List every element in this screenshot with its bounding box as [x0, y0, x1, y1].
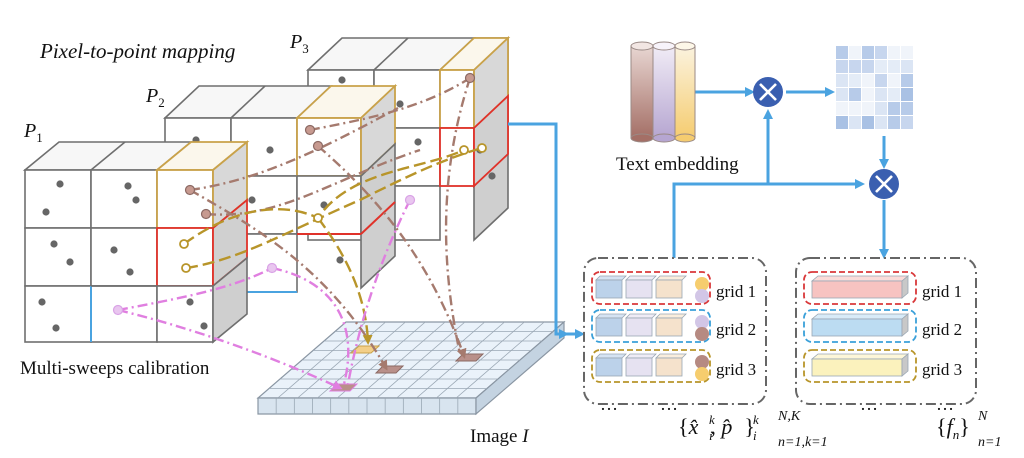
- right-ellipsis-2: …: [936, 394, 954, 414]
- svg-text:N,K: N,K: [777, 409, 801, 424]
- right-ellipsis-1: …: [860, 394, 878, 414]
- right-grid-label-3: grid 3: [922, 360, 962, 379]
- svg-text:{fn}: {fn}: [936, 414, 970, 442]
- title: Pixel-to-point mapping: [39, 39, 235, 63]
- svg-text:i: i: [709, 428, 713, 443]
- multiply-operator-1: [753, 77, 783, 107]
- voxel-label-p3: P3: [289, 31, 309, 56]
- svg-text:k: k: [753, 412, 759, 427]
- similarity-matrix: [836, 46, 913, 129]
- left-grid-label-2: grid 2: [716, 320, 756, 339]
- sampled-points: [112, 72, 487, 316]
- svg-text:n=1: n=1: [978, 435, 1001, 450]
- grid-features-blocks: [591, 271, 711, 383]
- voxel-label-p2: P2: [145, 85, 165, 110]
- multiply-operator-2: [869, 169, 899, 199]
- grid-features-group: [583, 257, 767, 405]
- text-embedding-label: Text embedding: [616, 154, 739, 175]
- right-set-formula: {fn} N n=1: [936, 409, 1001, 450]
- fused-features-group: [795, 257, 977, 405]
- right-grid-label-2: grid 2: [922, 320, 962, 339]
- left-caption: Multi-sweeps calibration: [20, 358, 210, 379]
- image-grid: [256, 320, 566, 416]
- right-grid-label-1: grid 1: [922, 282, 962, 301]
- svg-text:{x̂, p̂}: {x̂, p̂}: [678, 414, 755, 439]
- svg-text:i: i: [753, 428, 757, 443]
- voxel-label-p1: P1: [23, 120, 43, 145]
- svg-text:k: k: [709, 412, 715, 427]
- left-grid-label-1: grid 1: [716, 282, 756, 301]
- left-grid-label-3: grid 3: [716, 360, 756, 379]
- svg-text:N: N: [977, 409, 988, 424]
- text-embedding-cylinders: [630, 41, 696, 143]
- left-ellipsis-1: …: [600, 394, 618, 414]
- svg-text:n=1,k=1: n=1,k=1: [778, 435, 828, 450]
- voxel-group-p1: [22, 140, 250, 344]
- fused-features-blocks: [803, 271, 917, 383]
- left-ellipsis-2: …: [660, 394, 678, 414]
- flow-arrows: [508, 87, 889, 339]
- mapping-paths: [117, 76, 483, 390]
- image-label: Image I: [470, 426, 530, 447]
- left-set-formula: {x̂, p̂} k i k i N,K n=1,k=1: [678, 409, 828, 450]
